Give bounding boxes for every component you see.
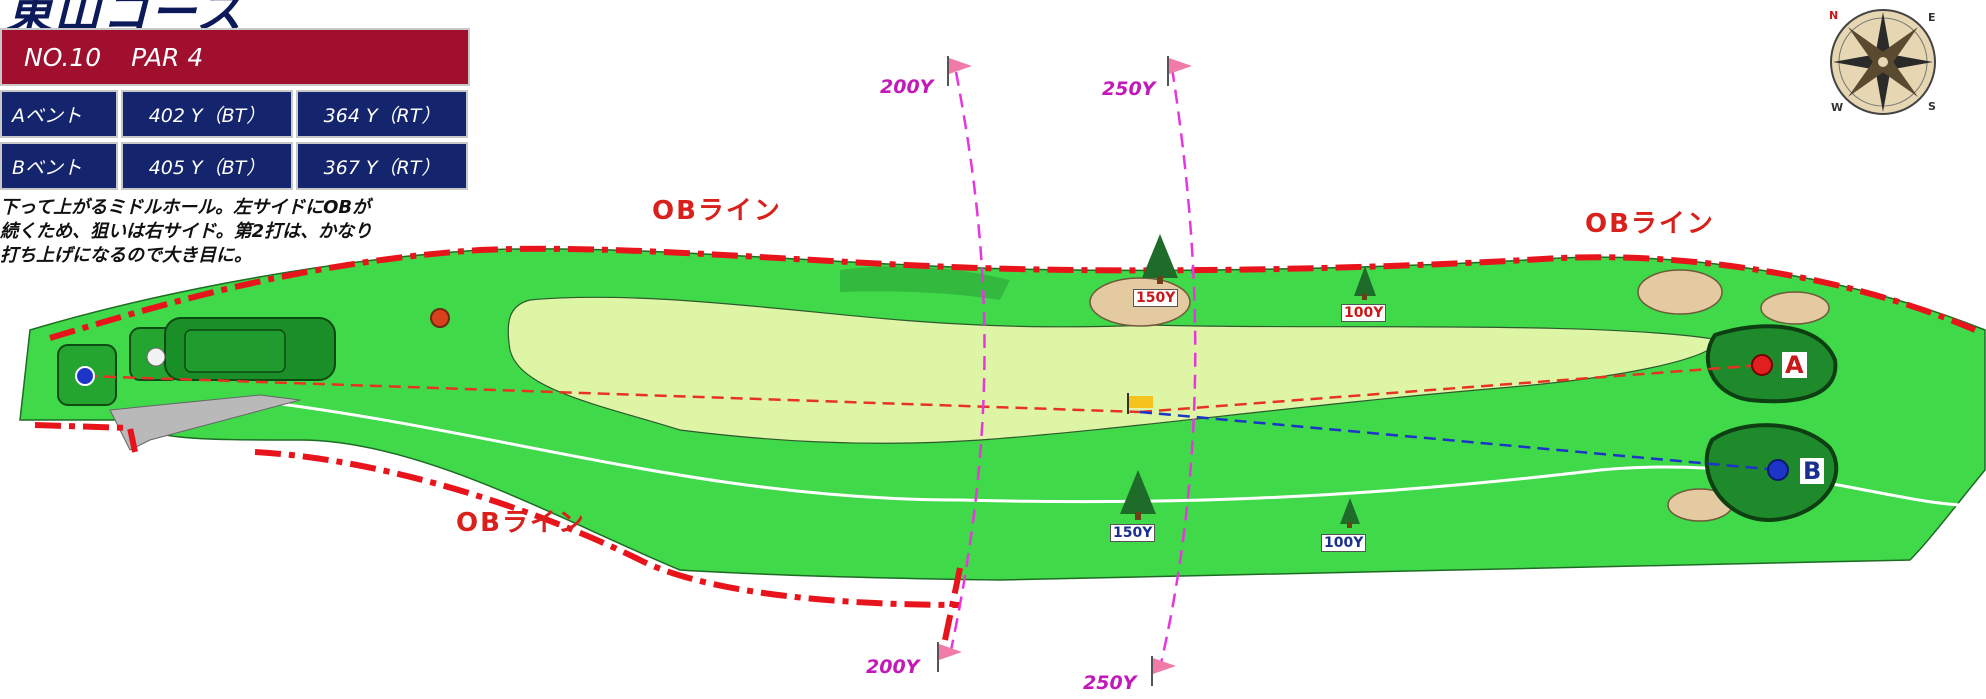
tee-yardage-bt: 405 Y（BT） — [121, 142, 293, 190]
flag-icon — [1151, 656, 1176, 686]
compass-letter-e: E — [1928, 11, 1936, 24]
ob-line-bottom — [34, 422, 963, 641]
tee-yardage-rt: 367 Y（RT） — [296, 142, 468, 190]
flag-icon — [937, 642, 962, 672]
tree-icon — [1354, 266, 1376, 300]
ob-line-top — [49, 245, 1977, 341]
hole-info-card: NO.10 PAR 4 Aベント 402 Y（BT） 364 Y（RT） Bベン… — [0, 28, 470, 190]
tree-hazard-marker — [430, 308, 450, 328]
hole-number: NO.10 — [24, 42, 102, 72]
compass-letter-n: N — [1829, 9, 1839, 22]
pin-a-marker — [1751, 354, 1773, 376]
yard-marker: 100Y — [1321, 534, 1367, 552]
tree-icon — [1120, 470, 1156, 520]
flag-icon — [1167, 56, 1192, 86]
play-line-a — [84, 374, 1141, 414]
tee-marker-blue — [75, 366, 95, 386]
tree-band — [840, 266, 1010, 300]
tee-yardage-rt: 364 Y（RT） — [296, 90, 468, 138]
compass-letter-s: S — [1928, 100, 1936, 113]
tree-icon — [1142, 234, 1178, 284]
compass-letter-w: W — [1831, 101, 1844, 114]
pin-label-a: A — [1782, 352, 1807, 378]
flag-yardage: 250Y — [1083, 672, 1137, 694]
play-line-a2 — [1139, 363, 1763, 414]
yard-marker: 150Y — [1110, 524, 1156, 542]
guide-line-200 — [948, 71, 986, 656]
play-line-b — [1139, 410, 1779, 472]
tee-name: Aベント — [0, 90, 118, 138]
pin-b-marker — [1767, 459, 1789, 481]
ob-label: OBライン — [652, 196, 782, 226]
pin-label-b: B — [1800, 458, 1825, 484]
tee-row-a: Aベント 402 Y（BT） 364 Y（RT） — [0, 90, 470, 138]
target-flag — [1129, 396, 1153, 408]
tree-icon — [1340, 498, 1360, 528]
compass-rose-icon — [1830, 9, 1936, 115]
tee-yardage-bt: 402 Y（BT） — [121, 90, 293, 138]
tee-box — [184, 329, 286, 373]
flag-yardage: 200Y — [880, 76, 934, 98]
hole-description: 下って上がるミドルホール。左サイドにOBが 続くため、狙いは右サイド。第2打は、… — [0, 197, 373, 266]
flag-yardage: 250Y — [1102, 78, 1156, 100]
yard-marker: 100Y — [1341, 304, 1387, 322]
guide-line-250 — [1158, 67, 1197, 669]
ob-label: OBライン — [456, 508, 586, 538]
flag-icon — [947, 56, 972, 86]
concrete-area — [109, 394, 301, 451]
hole-header: NO.10 PAR 4 — [0, 28, 470, 86]
hole-par: PAR 4 — [131, 42, 204, 72]
yard-marker: 150Y — [1133, 289, 1179, 307]
bunker — [1637, 269, 1723, 315]
tee-row-b: Bベント 405 Y（BT） 367 Y（RT） — [0, 142, 470, 190]
flag-yardage: 200Y — [866, 656, 920, 678]
bunker — [1760, 291, 1830, 325]
ob-label: OBライン — [1585, 209, 1715, 239]
tee-name: Bベント — [0, 142, 118, 190]
fairway — [507, 296, 1721, 444]
tee-marker-white — [146, 347, 166, 367]
